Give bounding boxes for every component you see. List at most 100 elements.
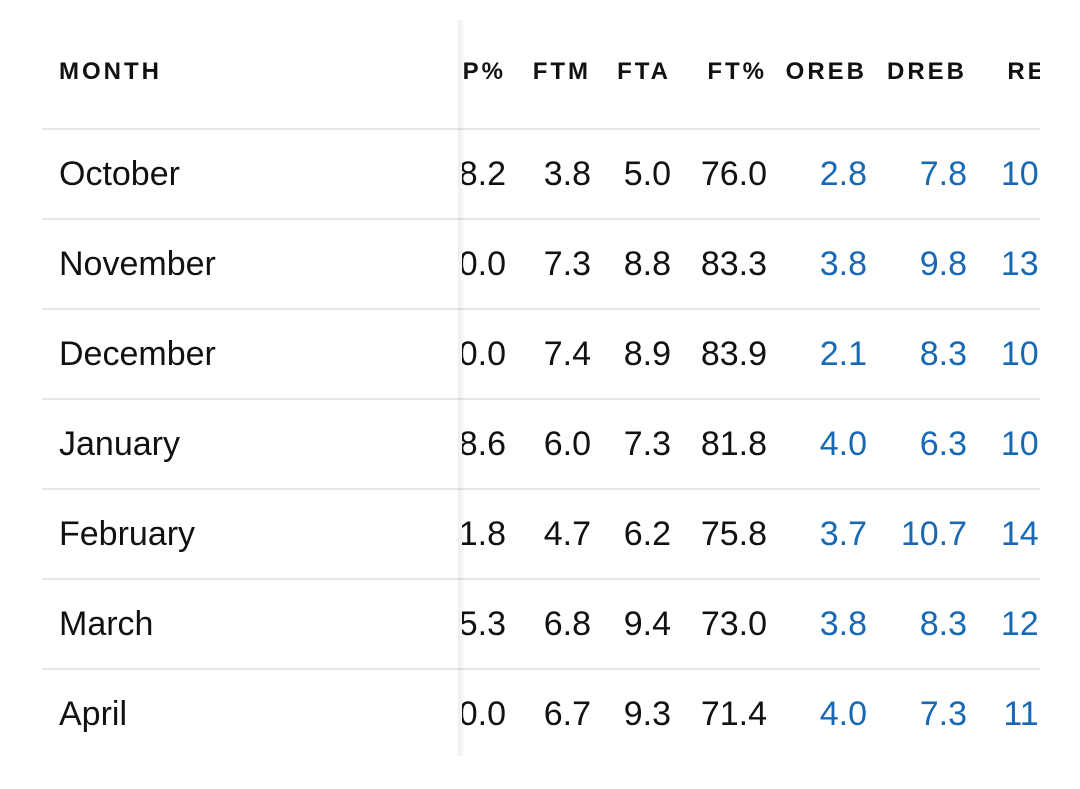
stat-value: 4.0 [819, 424, 867, 463]
column-header-label: DREB [886, 58, 967, 85]
cell-fta: 9.3 [462, 670, 671, 756]
stat-value: 40.0 [462, 694, 506, 733]
stat-value: 3.8 [819, 604, 867, 643]
column-header-dreb[interactable]: DREB [462, 20, 967, 128]
cell-dreb[interactable]: 9.8 [462, 220, 967, 308]
cell-ftm: 3.8 [462, 130, 591, 218]
stat-value: 35.3 [462, 604, 506, 643]
column-header-3p-pct[interactable]: 3P% [462, 20, 506, 128]
stat-value: 10.6 [1000, 154, 1040, 193]
month-label: December [59, 334, 216, 373]
stat-value: 3.8 [543, 154, 591, 193]
month-label: April [59, 694, 128, 733]
cell-oreb[interactable]: 2.8 [462, 130, 867, 218]
stat-value: 7.4 [543, 334, 591, 373]
cell-ftm: 7.4 [462, 310, 591, 398]
cell-dreb[interactable]: 10.7 [462, 490, 967, 578]
table-row: November [42, 220, 462, 310]
cell-reb[interactable]: 10.4 [462, 310, 1040, 398]
cell-dreb[interactable]: 7.8 [462, 130, 967, 218]
stat-value: 76.0 [700, 154, 767, 193]
column-header-reb[interactable]: REB [462, 20, 1040, 128]
stat-value: 8.3 [919, 604, 967, 643]
cell-ft-pct: 83.3 [462, 220, 767, 308]
cell-ft-pct: 71.4 [462, 670, 767, 756]
stat-value: 6.0 [543, 424, 591, 463]
table-row: February [42, 490, 462, 580]
cell-oreb[interactable]: 2.1 [462, 310, 867, 398]
stat-value: 4.0 [819, 694, 867, 733]
cell-dreb[interactable]: 7.3 [462, 670, 967, 756]
stat-value: 7.8 [919, 154, 967, 193]
stat-value: 10.4 [1000, 334, 1040, 373]
table-row: 30.0 7.3 8.8 83.3 3.8 9.8 13.5 [462, 220, 1040, 310]
cell-dreb[interactable]: 6.3 [462, 400, 967, 488]
table-row: March [42, 580, 462, 670]
cell-reb[interactable]: 11.3 [462, 670, 1040, 756]
stat-value: 3.7 [819, 514, 867, 553]
table-row: 35.3 6.8 9.4 73.0 3.8 8.3 12.0 [462, 580, 1040, 670]
stat-value: 83.3 [700, 244, 767, 283]
cell-fta: 8.8 [462, 220, 671, 308]
column-header-label: REB [1007, 58, 1040, 85]
column-header-label: OREB [785, 58, 867, 85]
stat-value: 13.5 [1000, 244, 1040, 283]
cell-3p-pct: 30.0 [462, 220, 506, 308]
table-row: 40.0 6.7 9.3 71.4 4.0 7.3 11.3 [462, 670, 1040, 756]
cell-oreb[interactable]: 4.0 [462, 400, 867, 488]
stat-value: 14.3 [1000, 514, 1040, 553]
cell-reb[interactable]: 14.3 [462, 490, 1040, 578]
stat-value: 6.3 [919, 424, 967, 463]
stat-value: 2.8 [819, 154, 867, 193]
stat-value: 5.0 [623, 154, 671, 193]
cell-dreb[interactable]: 8.3 [462, 310, 967, 398]
cell-ftm: 7.3 [462, 220, 591, 308]
cell-reb[interactable]: 10.3 [462, 400, 1040, 488]
table-row: April [42, 670, 462, 758]
cell-oreb[interactable]: 3.7 [462, 490, 867, 578]
cell-ft-pct: 76.0 [462, 130, 767, 218]
table-row: 40.0 7.4 8.9 83.9 2.1 8.3 10.4 [462, 310, 1040, 400]
cell-fta: 6.2 [462, 490, 671, 578]
cell-fta: 9.4 [462, 580, 671, 668]
cell-oreb[interactable]: 4.0 [462, 670, 867, 756]
month-header-label: MONTH [59, 58, 162, 85]
cell-3p-pct: 38.2 [462, 130, 506, 218]
stat-value: 6.7 [543, 694, 591, 733]
stats-scroll-area[interactable]: 3P% FTM FTA FT% OREB DREB REB 38.2 3.8 5.0 76.0 2.… [462, 20, 1040, 756]
column-header-oreb[interactable]: OREB [462, 20, 867, 128]
cell-3p-pct: 31.8 [462, 490, 506, 578]
column-header-ftm[interactable]: FTM [462, 20, 591, 128]
stat-value: 38.6 [462, 424, 506, 463]
stat-value: 11.3 [1003, 694, 1040, 733]
month-label: October [59, 154, 180, 193]
stat-value: 7.3 [543, 244, 591, 283]
stat-value: 8.8 [623, 244, 671, 283]
table-row: 31.8 4.7 6.2 75.8 3.7 10.7 14.3 [462, 490, 1040, 580]
stat-value: 73.0 [700, 604, 767, 643]
cell-ft-pct: 81.8 [462, 400, 767, 488]
cell-reb[interactable]: 10.6 [462, 130, 1040, 218]
cell-ftm: 6.0 [462, 400, 591, 488]
cell-dreb[interactable]: 8.3 [462, 580, 967, 668]
month-header-cell[interactable]: MONTH [42, 20, 462, 130]
cell-ft-pct: 83.9 [462, 310, 767, 398]
cell-reb[interactable]: 12.0 [462, 580, 1040, 668]
stat-value: 4.7 [543, 514, 591, 553]
stat-value: 30.0 [462, 244, 506, 283]
stat-value: 40.0 [462, 334, 506, 373]
column-header-ft-pct[interactable]: FT% [462, 20, 767, 128]
cell-oreb[interactable]: 3.8 [462, 580, 867, 668]
sticky-column-shadow [458, 20, 466, 756]
cell-oreb[interactable]: 3.8 [462, 220, 867, 308]
table-row: October [42, 130, 462, 220]
month-label: November [59, 244, 216, 283]
stat-value: 9.4 [623, 604, 671, 643]
cell-reb[interactable]: 13.5 [462, 220, 1040, 308]
stat-value: 12.0 [1000, 604, 1040, 643]
stat-value: 9.8 [919, 244, 967, 283]
column-header-label: FTA [617, 58, 671, 85]
column-header-fta[interactable]: FTA [462, 20, 671, 128]
stat-value: 83.9 [700, 334, 767, 373]
table-row: 38.2 3.8 5.0 76.0 2.8 7.8 10.6 [462, 130, 1040, 220]
